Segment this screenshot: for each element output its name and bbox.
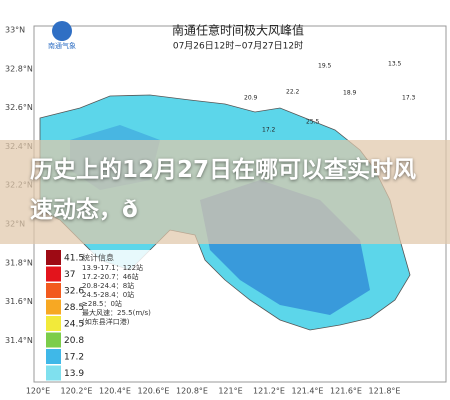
stats-line: 20.8-24.4：8站 bbox=[82, 281, 134, 290]
station-value: 19.5 bbox=[318, 63, 332, 70]
logo-text: 南通气象 bbox=[48, 41, 76, 50]
overlay-band bbox=[0, 140, 450, 244]
lat-label: 33°N bbox=[5, 26, 25, 35]
legend-label: 41.5 bbox=[64, 254, 84, 264]
stats-line: 17.2-20.7：46站 bbox=[82, 272, 139, 281]
station-value: 13.5 bbox=[388, 61, 402, 68]
lon-label: 121.4°E bbox=[292, 387, 324, 396]
legend-swatch bbox=[46, 332, 61, 348]
station-value: 20.9 bbox=[244, 95, 258, 102]
lon-label: 121.6°E bbox=[330, 387, 362, 396]
stats-line: (如东县洋口港) bbox=[82, 317, 130, 326]
lat-label: 31.4°N bbox=[5, 336, 33, 345]
lon-label: 120.6°E bbox=[138, 387, 170, 396]
lat-label: 31.6°N bbox=[5, 297, 33, 306]
lat-label: 32.6°N bbox=[5, 103, 33, 112]
legend-swatch bbox=[46, 349, 61, 364]
stats-line: 24.5-28.4：0站 bbox=[82, 290, 134, 299]
station-value: 22.2 bbox=[286, 89, 300, 96]
stats-line: 最大风速：25.5(m/s) bbox=[82, 308, 151, 317]
station-value: 25.5 bbox=[306, 119, 320, 126]
lon-label: 121°E bbox=[218, 387, 242, 396]
lon-label: 120.8°E bbox=[176, 387, 208, 396]
legend-swatch bbox=[46, 250, 61, 265]
lon-label: 121.8°E bbox=[369, 387, 401, 396]
legend-label: 28.5 bbox=[64, 303, 84, 313]
station-value: 17.3 bbox=[402, 95, 416, 102]
legend-swatch bbox=[46, 316, 61, 331]
lat-label: 32.8°N bbox=[5, 64, 33, 73]
legend-label: 17.2 bbox=[64, 353, 84, 363]
legend-label: 13.9 bbox=[64, 369, 84, 379]
logo-icon bbox=[52, 21, 72, 41]
legend-label: 37 bbox=[64, 270, 75, 280]
headline: 历史上的12月27日在哪可以查实时风速动态，ð bbox=[30, 157, 417, 223]
station-value: 18.9 bbox=[343, 90, 357, 97]
legend-swatch bbox=[46, 299, 61, 315]
stats-line: ≥28.5：0站 bbox=[82, 299, 122, 308]
lon-label: 120.4°E bbox=[99, 387, 131, 396]
legend-swatch bbox=[46, 365, 61, 381]
legend-label: 24.5 bbox=[64, 320, 84, 330]
legend-label: 20.8 bbox=[64, 336, 84, 346]
legend-swatch bbox=[46, 266, 61, 282]
station-value: 17.2 bbox=[262, 127, 276, 134]
lat-label: 31.8°N bbox=[5, 258, 33, 267]
stats-box bbox=[78, 250, 168, 330]
legend-swatch bbox=[46, 283, 61, 298]
stats-title: 统计信息 bbox=[82, 253, 114, 263]
lon-label: 121.2°E bbox=[253, 387, 285, 396]
lon-label: 120°E bbox=[26, 387, 50, 396]
map-subtitle: 07月26日12时~07月27日12时 bbox=[173, 40, 303, 52]
legend-label: 32.6 bbox=[64, 287, 84, 297]
map-title: 南通任意时间极大风峰值 bbox=[172, 23, 304, 38]
lon-label: 120.2°E bbox=[61, 387, 93, 396]
stats-line: 13.9-17.1：122站 bbox=[82, 263, 143, 272]
